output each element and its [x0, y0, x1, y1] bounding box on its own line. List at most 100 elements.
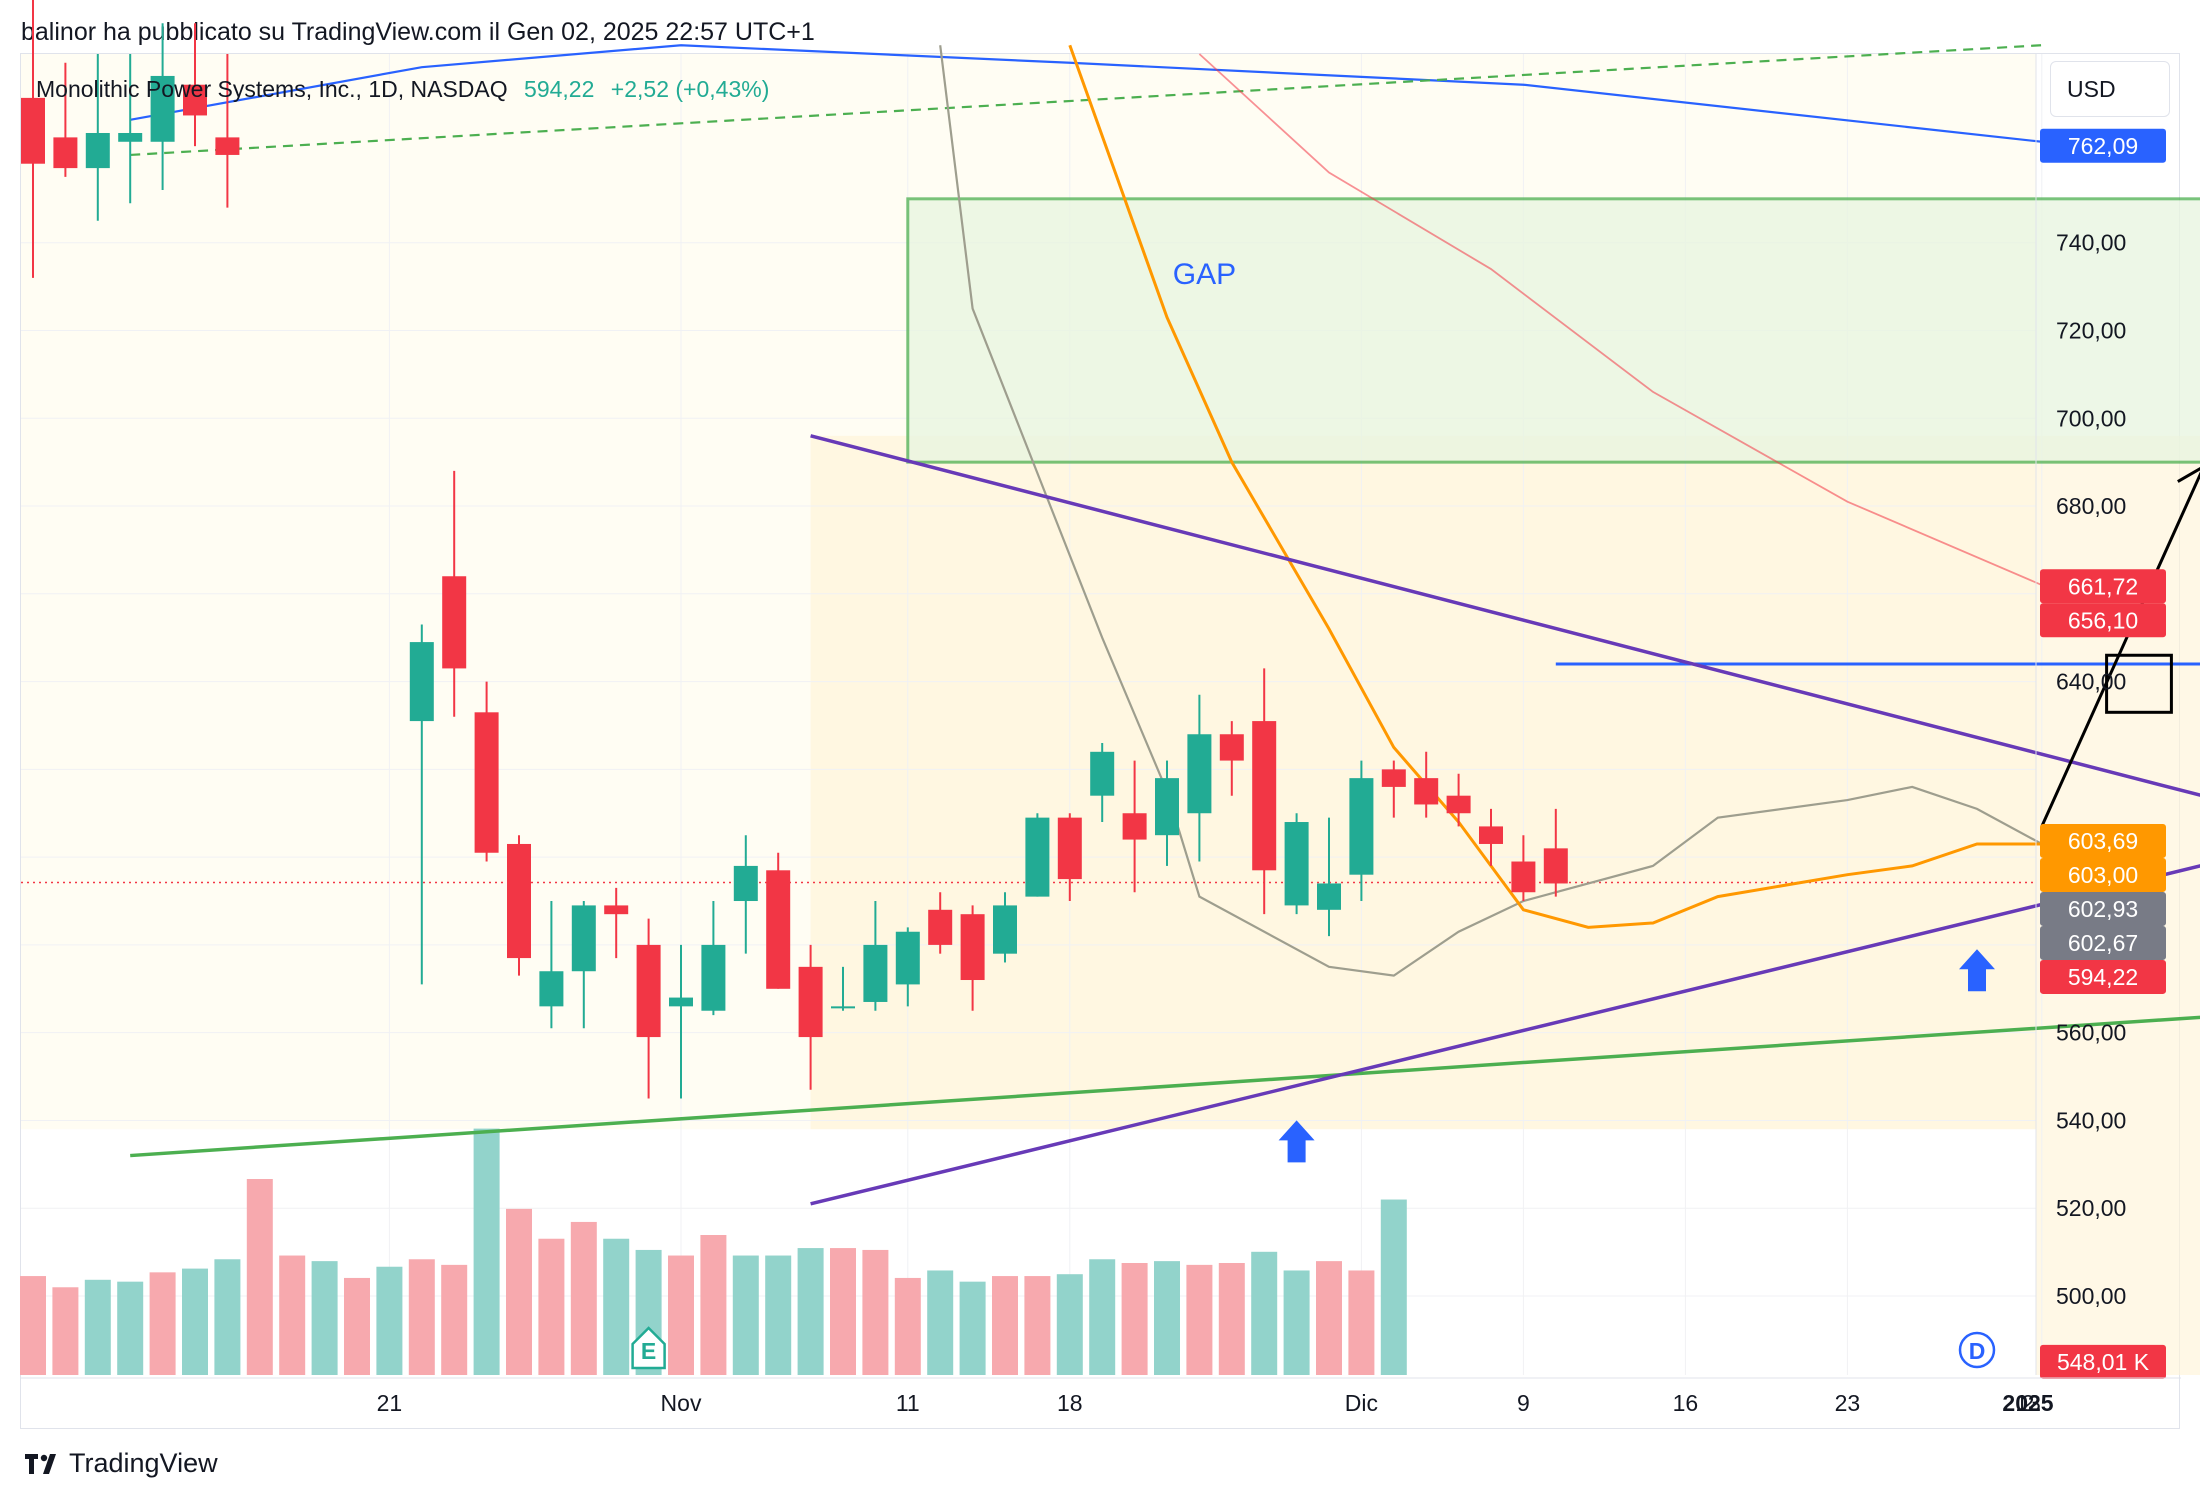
volume-bar [376, 1266, 403, 1375]
price-label-box [2040, 925, 2166, 960]
x-tick-label: 23 [1835, 1390, 1861, 1416]
candle-body [895, 931, 920, 985]
volume-bar [279, 1255, 306, 1375]
moving-average-line-2 [130, 44, 2042, 157]
volume-bar [182, 1268, 208, 1375]
volume-bar [894, 1277, 921, 1375]
volume-bar [1316, 1261, 1342, 1375]
x-tick-label: 9 [1517, 1390, 1530, 1416]
candle-body [733, 865, 758, 902]
symbol-price: 594,22 [524, 76, 595, 102]
candle-body [669, 997, 693, 1007]
candle-body [831, 1006, 855, 1009]
price-label-text: 594,22 [2068, 964, 2138, 990]
earnings-badge-icon [631, 1326, 666, 1370]
projection-arrow-head-icon [2177, 466, 2200, 483]
price-label-text: 548,01 K [2057, 1349, 2150, 1375]
candle-body [53, 137, 78, 169]
price-label-text: 656,10 [2068, 607, 2138, 633]
volume-bar [1024, 1276, 1051, 1375]
price-label-box [2040, 1344, 2166, 1379]
candle-body [960, 914, 985, 981]
volume-bar [797, 1248, 824, 1375]
candle-body [1414, 778, 1439, 805]
volume-bar [927, 1270, 954, 1375]
volume-bar [992, 1276, 1018, 1375]
x-tick-label: 18 [1057, 1390, 1083, 1416]
volume-bar [668, 1255, 694, 1375]
volume-bar [830, 1248, 856, 1375]
candle-body [1543, 848, 1568, 884]
moving-average-line-3 [1198, 53, 2043, 586]
candle-body [863, 944, 888, 1002]
candle-body [701, 944, 726, 1011]
currency-button[interactable]: USD [2050, 61, 2170, 117]
symbol-name: Monolithic Power Systems, Inc., 1D, NASD… [36, 76, 508, 102]
x-tick-label: Dic [1345, 1390, 1378, 1416]
volume-bar [214, 1259, 241, 1375]
price-label-box [2040, 569, 2166, 604]
x-tick-label: Nov [661, 1390, 702, 1416]
candle-body [21, 97, 45, 164]
x-tick-label: 21 [377, 1390, 403, 1416]
price-label-box [2040, 959, 2166, 994]
volume-bar [246, 1179, 273, 1375]
candle-body [1317, 883, 1341, 910]
price-label-text: 602,93 [2068, 896, 2138, 922]
price-label-box [2040, 857, 2166, 892]
gap-label: GAP [1173, 258, 1236, 291]
price-label-text: 762,09 [2068, 133, 2138, 159]
volume-bar [1380, 1199, 1407, 1375]
volume-bar [603, 1238, 630, 1375]
moving-average-line-4 [939, 45, 2043, 977]
candle-body [1252, 721, 1277, 871]
candle-body [604, 905, 629, 915]
volume-bar [20, 1276, 46, 1375]
volume-bar [862, 1249, 889, 1375]
volume-bar [1056, 1274, 1083, 1375]
price-label-text: 661,72 [2068, 573, 2138, 599]
volume-bar [1218, 1263, 1245, 1375]
volume-bar [506, 1208, 532, 1375]
event-badge-label: E [641, 1338, 656, 1364]
volume-bar [1089, 1259, 1116, 1375]
volume-bar [117, 1281, 144, 1375]
candle-body [1219, 734, 1244, 761]
price-label-text: 603,69 [2068, 828, 2138, 854]
moving-average-line-1 [130, 44, 2042, 143]
projection-arrow-line [2040, 471, 2200, 828]
candle-body [183, 84, 207, 116]
volume-bar [149, 1272, 176, 1375]
x-tick-label: 13 [2015, 1390, 2041, 1416]
candle-body [1446, 795, 1471, 814]
triangle-upper-trendline [810, 434, 2200, 797]
volume-bar [52, 1287, 79, 1375]
moving-average-line-5 [1068, 44, 2042, 929]
price-label-text: 603,00 [2068, 862, 2138, 888]
event-badge-label: D [1969, 1338, 1986, 1364]
volume-bar [765, 1255, 792, 1375]
price-label-box [2040, 823, 2166, 858]
volume-bar [311, 1261, 338, 1375]
tradingview-footer[interactable]: TradingView [25, 1448, 218, 1479]
candle-body [1284, 822, 1309, 906]
candle-body [798, 966, 823, 1038]
candle-body [1381, 769, 1406, 787]
y-tick-label: 720,00 [2056, 317, 2126, 343]
candle-body [442, 576, 467, 669]
candle-body [1349, 778, 1374, 875]
up-arrow-icon [1278, 1120, 1315, 1163]
candle-body [993, 905, 1017, 954]
candle-body [1511, 861, 1536, 893]
candle-body [1122, 813, 1147, 840]
volume-bar [344, 1277, 370, 1375]
x-tick-label: 16 [1673, 1390, 1699, 1416]
candle-body [215, 137, 240, 155]
target-box [2105, 653, 2173, 714]
volume-bar [570, 1221, 597, 1375]
candle-body [1025, 817, 1050, 897]
candle-body [1155, 778, 1179, 836]
y-tick-label: 640,00 [2056, 669, 2126, 695]
candle-body [1479, 826, 1503, 844]
